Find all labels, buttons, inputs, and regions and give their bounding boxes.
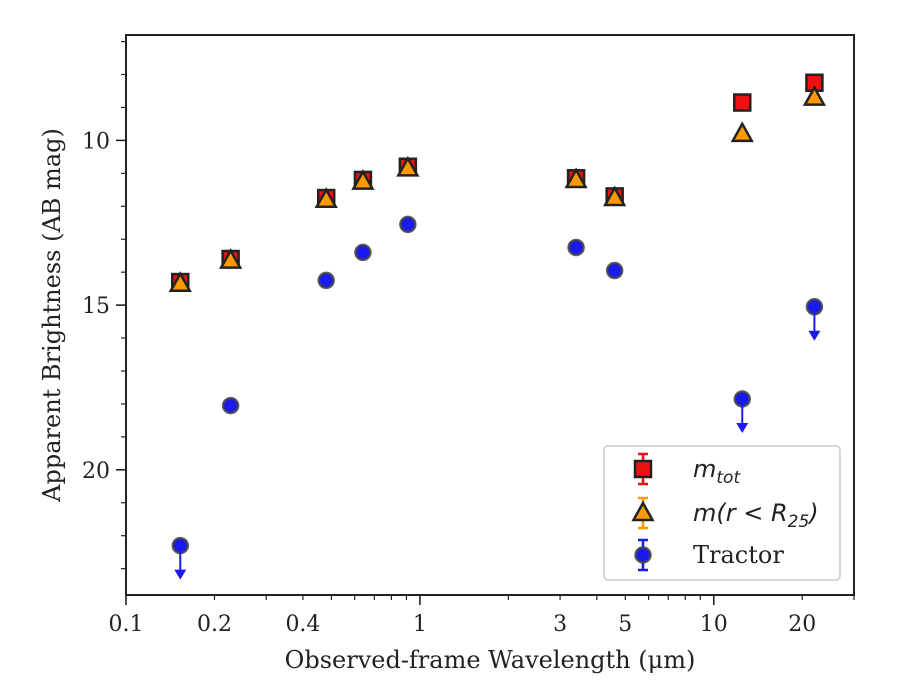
point-circle bbox=[605, 261, 624, 280]
legend-label-main: m(r < R bbox=[693, 499, 788, 527]
legend-label-subscript: tot bbox=[716, 468, 741, 488]
legend-marker-square bbox=[633, 459, 653, 479]
legend-label: m(r < R25) bbox=[693, 499, 819, 532]
y-tick-label: 20 bbox=[82, 459, 110, 484]
point-triangle bbox=[730, 121, 754, 143]
point-triangle bbox=[396, 155, 420, 177]
legend-marker-circle bbox=[634, 546, 652, 564]
x-tick-label: 10 bbox=[700, 612, 728, 637]
x-tick-label: 3 bbox=[553, 612, 567, 637]
point-circle bbox=[354, 243, 372, 262]
point-triangle bbox=[219, 248, 243, 269]
legend-label: Tractor bbox=[693, 541, 784, 569]
x-tick-label: 0.4 bbox=[285, 612, 320, 637]
y-tick-label: 15 bbox=[82, 294, 110, 319]
point-circle bbox=[221, 396, 240, 415]
x-axis-ticks: 0.1 0.2 0.4 1 3 5 10 20 bbox=[109, 595, 855, 637]
y-axis-label: Apparent Brightness (AB mag) bbox=[38, 128, 66, 503]
upper-limit-arrow-icon bbox=[736, 423, 749, 433]
y-axis-ticks: 10 15 20 bbox=[82, 40, 126, 570]
x-tick-label: 1 bbox=[413, 612, 427, 637]
x-tick-label: 5 bbox=[618, 612, 632, 637]
upper-limit-arrow-icon bbox=[808, 330, 821, 341]
point-triangle bbox=[314, 187, 338, 208]
point-triangle bbox=[564, 167, 588, 189]
legend-entries: mtot m(r < R25) Tractor bbox=[631, 452, 819, 572]
upper-limit-arrow-icon bbox=[174, 569, 187, 580]
point-triangle bbox=[802, 85, 827, 106]
point-triangle bbox=[351, 169, 375, 190]
legend-label: mtot bbox=[693, 455, 741, 488]
legend-label-subscript: 25 bbox=[788, 512, 810, 532]
point-square bbox=[733, 93, 752, 112]
legend-frame bbox=[603, 445, 841, 581]
y-tick-label: 10 bbox=[82, 129, 110, 154]
legend-label-main: m bbox=[693, 455, 716, 483]
x-tick-label: 0.1 bbox=[109, 612, 144, 637]
point-circle bbox=[567, 238, 585, 257]
data-marks bbox=[168, 73, 827, 580]
series-tractor bbox=[171, 215, 824, 580]
legend-marker-triangle bbox=[631, 500, 655, 522]
legend-label-close: ) bbox=[807, 499, 818, 527]
point-triangle bbox=[603, 185, 627, 207]
x-tick-label: 20 bbox=[788, 612, 816, 637]
x-axis-label: Observed-frame Wavelength (μm) bbox=[285, 646, 696, 674]
point-circle bbox=[317, 271, 335, 290]
point-triangle bbox=[168, 271, 192, 292]
series-m-r-r25- bbox=[168, 85, 827, 292]
legend: mtot m(r < R25) Tractor bbox=[603, 445, 841, 581]
x-tick-label: 0.2 bbox=[197, 612, 232, 637]
point-circle bbox=[399, 215, 417, 234]
